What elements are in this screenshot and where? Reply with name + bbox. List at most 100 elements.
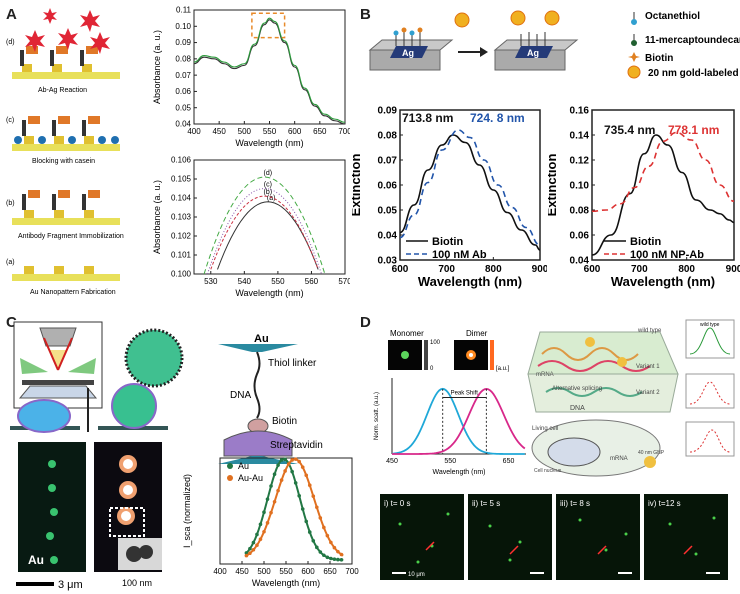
y-tick-label: 0.102 [171,232,192,241]
time-lapse-frames [380,494,728,580]
panel-c-illustrations: Au 3 μm 100 nm Au Thiol linker DNA Bioti… [10,321,323,591]
data-point-Au [272,472,277,477]
label-living-cell: Living cell [532,426,558,432]
label-wild-type-box: wild type [700,322,720,328]
data-point-Au [311,538,316,543]
peak-annotation-0: 735.4 nm [604,123,655,137]
data-point-Au-Au [304,473,309,478]
ag-substrate-left: Ag [368,27,454,71]
legend-biotin: Biotin [645,53,673,64]
dark-field-image-auau [94,442,162,572]
step-b-tag: (b) [6,200,15,207]
series-label-(a): (a) [267,195,276,202]
y-tick-label: 0.10 [570,180,590,191]
label-splicing: Alternative splicing [552,386,602,392]
step-d-illustration [12,8,120,79]
x-tick-label: 650 [323,567,337,576]
step-a-caption: Au Nanopattern Fabrication [30,289,116,296]
y-tick-label: 0.04 [175,120,191,129]
data-point-Au-Au [255,543,259,548]
x-tick-label: 700 [338,127,350,136]
legend-mua: 11-mercaptoundecanoic acid [645,35,740,46]
series-line-(d) [193,17,346,123]
y-tick-label: 0.07 [378,155,398,166]
inset-scale-bot: 0 [430,366,434,372]
x-tick-label: 600 [301,567,315,576]
data-point-Au [297,493,301,498]
series-label-(c): (c) [264,182,272,189]
cell-illustration [527,331,679,477]
legend-label-0: Biotin [432,236,463,248]
x-tick-label: 550 [263,127,277,136]
y-tick-label: 0.11 [176,6,192,15]
scale-bar-3um [16,582,54,586]
inset-unit: [a.u.] [496,366,510,372]
data-point-Au-Au [322,525,326,530]
legend-label-1: 100 nM Ab [432,249,487,261]
y-tick-label: 0.14 [570,130,590,141]
peak-annotation-1: 778.1 nm [668,123,719,137]
x-tick-label: 700 [345,567,359,576]
data-point-Au-Au [332,545,337,550]
scale-100nm-label: 100 nm [122,578,152,588]
x-tick-label: 500 [257,567,271,576]
data-point-Au-Au [311,494,316,498]
x-tick-label: 800 [678,264,695,275]
linker-thiol-label: Thiol linker [268,358,317,369]
chart-a-bottom: 530 540 550 560 570 0.100 0.101 0.102 0.103 0.104… [152,156,350,298]
dark-field-image-au: Au [18,442,86,572]
series-line-(b) [210,195,319,270]
y-tick-label: 0.106 [171,156,192,165]
data-point-Au-Au [279,478,284,482]
legend-label-1: 100 nM NP-Ab [630,249,704,261]
data-point-Au [300,507,305,511]
monomer-image [388,340,428,370]
peak-annotation-0: 713.8 nm [402,111,453,125]
series-line-Biotin [399,134,541,251]
x-axis-label: Wavelength (nm) [418,274,522,289]
ag-label-left: Ag [402,48,414,58]
y-tick-label: 0.12 [570,155,590,166]
coated-nanoparticle-icon [124,328,184,388]
x-axis-label: Wavelength (nm) [235,288,303,298]
frame-label-3: iv) t=12 s [648,499,681,508]
variant-spectra-boxes [685,319,735,457]
data-point-Au [325,555,330,560]
series-line-(d) [203,176,326,275]
y-tick-label: 0.103 [171,213,192,222]
series-line-100 nM Ab [399,129,541,246]
chart-c-scattering: 400 450 500 550 600 650 700 Wavelength (nm) I_sc… [182,457,359,588]
step-c-caption: Blocking with casein [32,158,95,165]
ag-substrate-right: Ag [493,10,579,71]
data-point-Au [279,458,284,462]
scale-3um-label: 3 μm [58,579,83,591]
y-tick-label: 0.05 [378,205,398,216]
data-point-Au [265,497,270,501]
y-tick-label: 0.09 [175,38,191,47]
step-a-tag: (a) [6,259,15,266]
data-point-Au [322,553,326,558]
data-point-Au-Au [290,458,294,462]
y-tick-label: 0.04 [570,255,590,266]
step-b-caption: Antibody Fragment Immobilization [18,233,124,240]
data-point-Au [332,557,337,562]
y-tick-label: 0.08 [378,130,398,141]
x-tick-label: 560 [305,277,319,286]
x-tick-label: 600 [392,264,409,275]
data-point-Au-Au [325,533,330,538]
y-tick-label: 0.06 [570,230,590,241]
data-point-Au [336,557,340,562]
chart-b-right: 600 700 800 900 0.04 0.06 0.08 0.10 0.12 0.14 0.16… [548,105,740,289]
y-axis-label: Extinction [352,154,363,217]
data-point-Au [262,510,266,515]
y-tick-label: 0.105 [171,175,192,184]
legend-label-0: Biotin [630,236,661,248]
x-tick-label: 900 [532,264,547,275]
series-line-Biotin [591,134,735,256]
x-tick-label: 450 [235,567,249,576]
data-point-Au [258,522,263,527]
label-gnp: 40 nm GNP [638,450,665,456]
x-tick-label: 700 [631,264,648,275]
label-wild-type-top: wild type [637,328,662,334]
series-line-100 nM NP-Ab [591,131,735,213]
